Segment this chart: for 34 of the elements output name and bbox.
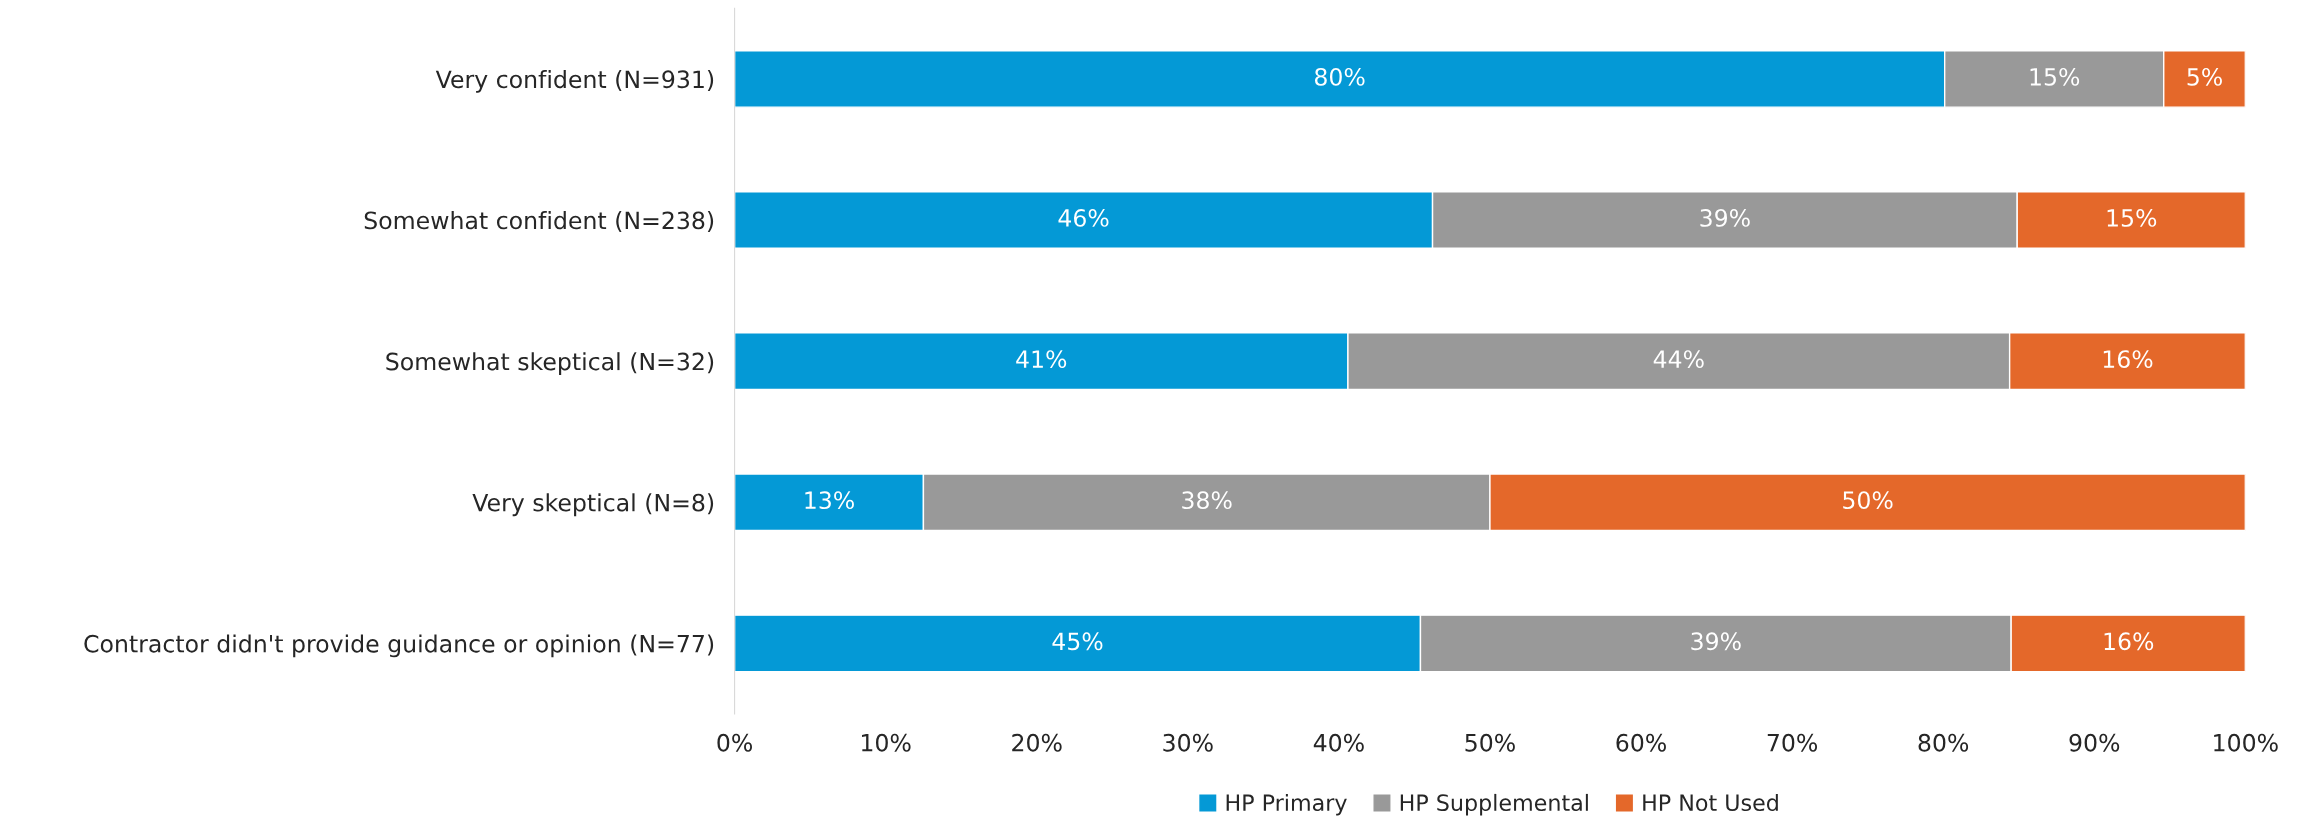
legend-label: HP Not Used xyxy=(1643,793,1778,812)
data-label: 16% xyxy=(2104,632,2154,651)
data-label: 39% xyxy=(1700,209,1750,227)
data-label: 5% xyxy=(2187,67,2222,86)
data-label: 45% xyxy=(1052,632,1103,651)
data-label: 41% xyxy=(1016,350,1067,368)
x-tick-label: 80% xyxy=(1918,733,1969,752)
data-label: 15% xyxy=(2107,209,2157,227)
y-tick-label: Very confident (N=931) xyxy=(435,69,714,93)
x-tick-label: 90% xyxy=(2069,733,2120,752)
legend-label: HP Primary xyxy=(1226,793,1347,816)
x-tick-label: 30% xyxy=(1163,733,1213,752)
data-label: 15% xyxy=(2030,67,2080,86)
x-tick-label: 40% xyxy=(1313,733,1364,752)
x-tick-label: 20% xyxy=(1012,733,1062,752)
data-label: 16% xyxy=(2103,350,2153,368)
legend-label: HP Supplemental xyxy=(1400,793,1588,816)
x-tick-label: 10% xyxy=(862,733,911,752)
data-label: 39% xyxy=(1691,632,1741,651)
y-tick-label: Very skeptical (N=8) xyxy=(472,493,714,517)
data-label: 44% xyxy=(1653,350,1704,368)
x-tick-label: 100% xyxy=(2214,733,2278,752)
x-tick-label: 0% xyxy=(717,733,753,752)
data-label: 80% xyxy=(1314,67,1365,86)
x-tick-label: 60% xyxy=(1616,733,1666,752)
data-label: 38% xyxy=(1182,491,1232,510)
data-label: 13% xyxy=(805,491,854,510)
x-tick-label: 50% xyxy=(1465,733,1515,752)
y-tick-label: Somewhat confident (N=238) xyxy=(364,211,714,233)
x-tick-label: 70% xyxy=(1767,733,1818,752)
data-label: 50% xyxy=(1843,491,1893,510)
y-tick-label: Contractor didn't provide guidance or opinion (N=77) xyxy=(84,634,714,658)
data-label: 46% xyxy=(1058,209,1109,227)
y-tick-label: Somewhat skeptical (N=32) xyxy=(386,352,714,376)
